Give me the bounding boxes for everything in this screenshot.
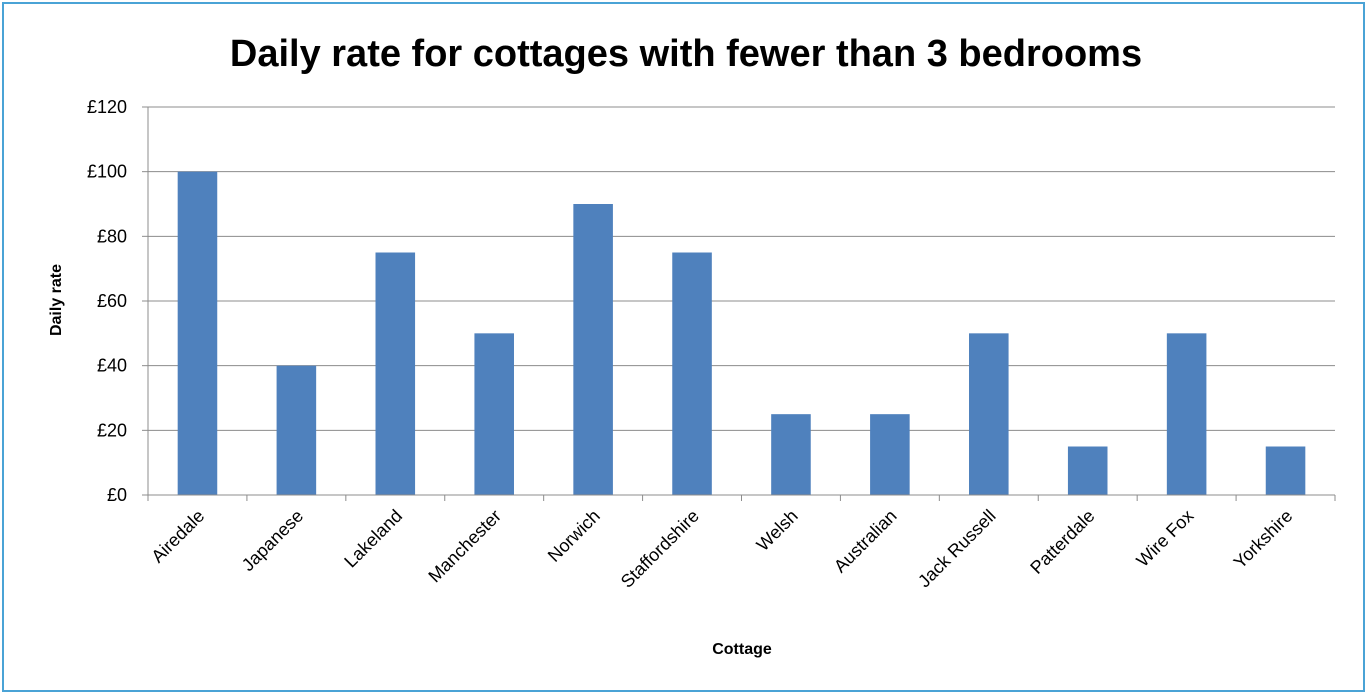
x-tick-label: Yorkshire — [1230, 506, 1297, 573]
y-tick-label: £20 — [97, 420, 127, 440]
x-tick-label: Lakeland — [340, 506, 406, 572]
bar-jack-russell — [969, 333, 1009, 495]
bar-japanese — [276, 365, 317, 495]
x-axis-title: Cottage — [712, 641, 772, 658]
x-tick-label: Australian — [830, 506, 901, 577]
bar-patterdale — [1067, 446, 1108, 495]
y-tick-label: £60 — [97, 291, 127, 311]
x-tick-label: Airedale — [147, 506, 208, 567]
x-axis-labels: Airedale Japanese Lakeland Manchester Norwic… — [147, 506, 1296, 592]
y-tick-label: £120 — [87, 97, 127, 117]
bar-yorkshire — [1265, 446, 1306, 495]
y-tick-label: £100 — [87, 162, 127, 182]
y-tick-label: £0 — [107, 485, 127, 505]
y-axis-ticks: £0 £20 £40 £60 £80 £100 £120 — [87, 97, 148, 505]
bars — [177, 171, 1306, 495]
x-tick-label: Manchester — [424, 506, 505, 587]
x-tick-label: Patterdale — [1026, 506, 1098, 578]
bar-staffordshire — [672, 252, 712, 495]
bar-lakeland — [375, 252, 416, 495]
x-tick-label: Wire Fox — [1132, 506, 1197, 571]
bar-manchester — [474, 333, 514, 495]
x-axis — [147, 107, 1336, 501]
chart-title: Daily rate for cottages with fewer than … — [230, 33, 1142, 75]
y-tick-label: £80 — [97, 226, 127, 246]
bar-welsh — [771, 414, 811, 495]
x-tick-label: Japanese — [238, 506, 307, 575]
bar-norwich — [573, 204, 613, 495]
x-tick-label: Norwich — [544, 506, 604, 566]
bar-wire-fox — [1166, 333, 1207, 495]
gridlines — [148, 106, 1335, 431]
x-tick-label: Welsh — [753, 506, 802, 555]
x-tick-label: Staffordshire — [617, 506, 703, 592]
x-tick-label: Jack Russell — [914, 506, 1000, 592]
y-axis-title: Daily rate — [48, 264, 65, 336]
y-tick-label: £40 — [97, 356, 127, 376]
bar-australian — [870, 414, 910, 495]
bar-airedale — [177, 171, 218, 495]
